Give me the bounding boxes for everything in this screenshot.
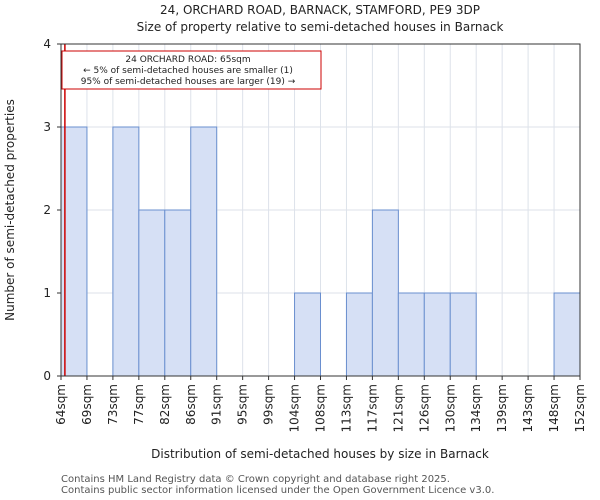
x-axis: 64sqm 69sqm 73sqm 77sqm 82sqm 86sqm 91sqm 95sqm…	[54, 376, 587, 432]
bar-15	[449, 292, 477, 377]
y-tick-label-4: 4	[43, 37, 51, 51]
chart-title: 24, ORCHARD ROAD, BARNACK, STAMFORD, PE9…	[160, 3, 480, 17]
bar-14	[423, 292, 451, 377]
bar-9	[294, 292, 321, 377]
chart-subtitle: Size of property relative to semi-detach…	[137, 20, 504, 34]
x-axis-label: Distribution of semi-detached houses by …	[151, 447, 489, 461]
x-tick-label-17: 139sqm	[495, 384, 509, 432]
x-tick-label-9: 104sqm	[288, 384, 302, 432]
annotation-line-2: ← 5% of semi-detached houses are smaller…	[83, 66, 293, 76]
x-tick-label-1: 69sqm	[80, 384, 94, 425]
x-tick-label-13: 121sqm	[391, 384, 405, 432]
y-tick-label-2: 2	[43, 203, 51, 217]
annotation-box	[61, 50, 322, 90]
bar-2	[112, 126, 140, 377]
x-tick-label-12: 117sqm	[365, 384, 379, 432]
bar-19	[553, 292, 581, 377]
x-tick-label-3: 77sqm	[132, 384, 146, 425]
x-tick-label-16: 134sqm	[469, 384, 483, 432]
x-tick-label-18: 143sqm	[521, 384, 535, 432]
x-tick-label-0: 64sqm	[54, 384, 68, 425]
bar-11	[345, 292, 373, 377]
x-tick-label-19: 148sqm	[547, 384, 561, 432]
x-tick-label-15: 130sqm	[443, 384, 457, 432]
bar-12	[371, 209, 399, 377]
bar-3	[138, 209, 166, 377]
x-tick-label-7: 95sqm	[236, 384, 250, 425]
y-tick-label-0: 0	[43, 369, 51, 383]
y-tick-label-1: 1	[43, 286, 51, 300]
footer-licence: Contains public sector information licen…	[61, 485, 495, 496]
annotation-line-1: 24 ORCHARD ROAD: 65sqm	[125, 55, 250, 65]
x-tick-label-5: 86sqm	[184, 384, 198, 425]
y-axis: 0 1 2 3 4	[43, 37, 61, 383]
x-tick-label-8: 99sqm	[262, 384, 276, 425]
y-tick-label-3: 3	[43, 120, 51, 134]
x-tick-label-14: 126sqm	[417, 384, 431, 432]
x-tick-label-4: 82sqm	[158, 384, 172, 425]
annotation-line-3: 95% of semi-detached houses are larger (…	[81, 77, 296, 87]
x-tick-label-2: 73sqm	[106, 384, 120, 425]
x-tick-label-11: 113sqm	[339, 384, 353, 432]
x-tick-label-6: 91sqm	[210, 384, 224, 425]
bar-5	[190, 126, 218, 377]
y-axis-label: Number of semi-detached properties	[3, 99, 17, 321]
x-tick-label-20: 152sqm	[573, 384, 587, 432]
bar-13	[397, 292, 425, 377]
bar-4	[164, 209, 192, 377]
annotation: 24 ORCHARD ROAD: 65sqm ← 5% of semi-deta…	[61, 50, 322, 90]
x-tick-label-10: 108sqm	[314, 384, 328, 432]
footer-copyright: Contains HM Land Registry data © Crown c…	[61, 474, 450, 485]
